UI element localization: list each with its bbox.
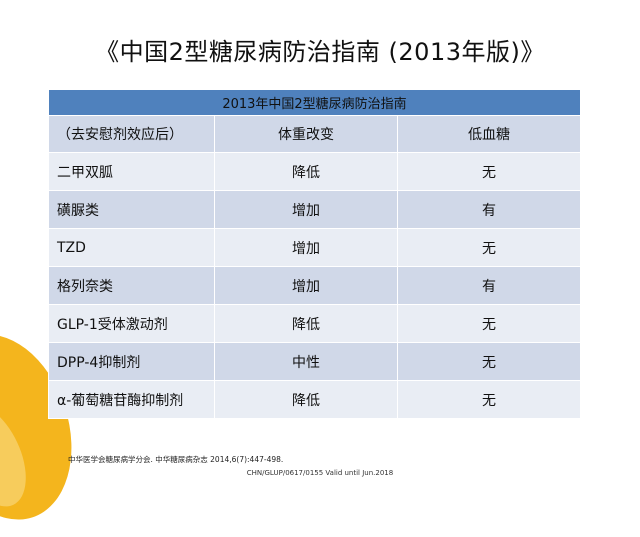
hypoglycemia-value: 有	[396, 190, 582, 229]
drug-name: 磺脲类	[48, 190, 215, 229]
table-caption-row: 2013年中国2型糖尿病防治指南	[47, 89, 582, 116]
hypoglycemia-value: 有	[396, 266, 582, 305]
table-row: DPP-4抑制剂 中性 无	[48, 342, 582, 381]
header-weight-change: 体重改变	[214, 115, 398, 153]
hypoglycemia-value: 无	[396, 342, 582, 381]
document-code: CHN/GLUP/0617/0155 Valid until Jun.2018	[246, 469, 394, 477]
comparison-table: 2013年中国2型糖尿病防治指南 （去安慰剂效应后） 体重改变 低血糖 二甲双胍…	[47, 89, 582, 419]
weight-change-value: 降低	[214, 304, 398, 343]
drug-name: 二甲双胍	[48, 152, 215, 191]
slide-title: 《中国2型糖尿病防治指南 (2013年版)》	[95, 38, 545, 66]
weight-change-value: 增加	[214, 266, 398, 305]
table-row: GLP-1受体激动剂 降低 无	[48, 304, 582, 343]
table-header-row: （去安慰剂效应后） 体重改变 低血糖	[48, 115, 582, 153]
weight-change-value: 增加	[214, 190, 398, 229]
drug-name: α-葡萄糖苷酶抑制剂	[48, 380, 215, 419]
weight-change-value: 降低	[214, 380, 398, 419]
table-row: TZD 增加 无	[48, 228, 582, 267]
reference-citation: 中华医学会糖尿病学分会. 中华糖尿病杂志 2014,6(7):447-498.	[68, 455, 284, 464]
table-row: 二甲双胍 降低 无	[48, 152, 582, 191]
header-drug-class: （去安慰剂效应后）	[48, 115, 215, 153]
table-caption: 2013年中国2型糖尿病防治指南	[47, 89, 582, 116]
weight-change-value: 中性	[214, 342, 398, 381]
drug-name: 格列奈类	[48, 266, 215, 305]
table-row: 磺脲类 增加 有	[48, 190, 582, 229]
drug-name: TZD	[48, 228, 215, 267]
hypoglycemia-value: 无	[396, 228, 582, 267]
table-row: α-葡萄糖苷酶抑制剂 降低 无	[48, 380, 582, 419]
hypoglycemia-value: 无	[396, 152, 582, 191]
table-row: 格列奈类 增加 有	[48, 266, 582, 305]
weight-change-value: 增加	[214, 228, 398, 267]
header-hypoglycemia: 低血糖	[396, 115, 582, 153]
hypoglycemia-value: 无	[396, 380, 582, 419]
hypoglycemia-value: 无	[396, 304, 582, 343]
drug-name: DPP-4抑制剂	[48, 342, 215, 381]
weight-change-value: 降低	[214, 152, 398, 191]
drug-name: GLP-1受体激动剂	[48, 304, 215, 343]
